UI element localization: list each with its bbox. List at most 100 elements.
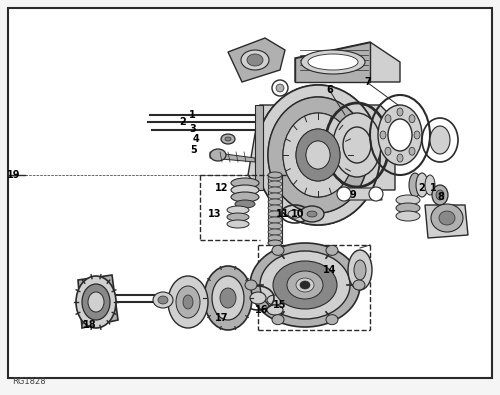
Text: 15: 15 [273, 300, 287, 310]
Polygon shape [228, 38, 285, 82]
Ellipse shape [268, 217, 282, 223]
Ellipse shape [308, 54, 358, 70]
Ellipse shape [176, 286, 200, 318]
Ellipse shape [369, 187, 383, 201]
Ellipse shape [220, 288, 236, 308]
Ellipse shape [397, 108, 403, 116]
Ellipse shape [268, 240, 282, 246]
Polygon shape [295, 42, 400, 82]
Polygon shape [78, 275, 118, 328]
Ellipse shape [268, 199, 282, 205]
Ellipse shape [183, 295, 193, 309]
Ellipse shape [210, 149, 226, 161]
Ellipse shape [300, 206, 324, 222]
Text: 7: 7 [364, 77, 372, 87]
Ellipse shape [250, 292, 266, 304]
Ellipse shape [431, 204, 463, 232]
Ellipse shape [272, 80, 288, 96]
Ellipse shape [326, 245, 338, 255]
Bar [255, 105, 263, 190]
Text: RG1828: RG1828 [12, 378, 46, 386]
Ellipse shape [268, 235, 282, 241]
Ellipse shape [439, 211, 455, 225]
Ellipse shape [326, 315, 338, 325]
Ellipse shape [283, 113, 353, 197]
Ellipse shape [288, 210, 302, 218]
Ellipse shape [300, 281, 310, 289]
Ellipse shape [76, 276, 116, 328]
Ellipse shape [268, 229, 282, 235]
Bar [268, 175, 282, 243]
Ellipse shape [430, 126, 450, 154]
Ellipse shape [414, 131, 420, 139]
Ellipse shape [268, 205, 282, 211]
Ellipse shape [436, 190, 444, 200]
Ellipse shape [245, 280, 257, 290]
Ellipse shape [227, 220, 249, 228]
Ellipse shape [256, 85, 380, 225]
Ellipse shape [268, 97, 368, 213]
Ellipse shape [307, 211, 317, 217]
Ellipse shape [247, 54, 263, 66]
Ellipse shape [283, 113, 353, 197]
Text: 14: 14 [323, 265, 337, 275]
Ellipse shape [158, 296, 168, 304]
Ellipse shape [306, 141, 330, 169]
Text: 2: 2 [418, 183, 426, 193]
Text: 6: 6 [326, 85, 334, 95]
Ellipse shape [337, 187, 351, 201]
Text: 5: 5 [190, 145, 198, 155]
Ellipse shape [268, 211, 282, 217]
Ellipse shape [409, 115, 415, 123]
Ellipse shape [276, 84, 284, 92]
Ellipse shape [396, 195, 420, 205]
Ellipse shape [353, 280, 365, 290]
Ellipse shape [296, 129, 340, 181]
Ellipse shape [267, 295, 283, 305]
Ellipse shape [409, 173, 421, 197]
Text: 13: 13 [208, 209, 222, 219]
Ellipse shape [296, 278, 314, 292]
Ellipse shape [301, 50, 365, 74]
Polygon shape [425, 205, 468, 238]
Ellipse shape [296, 129, 340, 181]
Ellipse shape [260, 251, 350, 319]
Ellipse shape [204, 266, 252, 330]
Ellipse shape [272, 315, 284, 325]
Text: 9: 9 [350, 190, 356, 200]
Ellipse shape [272, 245, 284, 255]
Text: 10: 10 [291, 209, 305, 219]
Text: 19: 19 [7, 170, 21, 180]
Ellipse shape [250, 243, 360, 327]
Text: 12: 12 [215, 183, 229, 193]
Ellipse shape [348, 250, 372, 290]
Ellipse shape [432, 185, 448, 205]
Text: 1: 1 [430, 183, 436, 193]
Text: 16: 16 [256, 305, 269, 315]
Text: 4: 4 [192, 134, 200, 144]
Ellipse shape [231, 192, 259, 202]
Text: 8: 8 [438, 192, 444, 202]
Ellipse shape [82, 284, 110, 320]
Ellipse shape [231, 178, 259, 188]
Ellipse shape [268, 97, 368, 213]
Ellipse shape [388, 119, 412, 151]
Ellipse shape [268, 172, 282, 178]
Ellipse shape [416, 173, 428, 197]
Ellipse shape [227, 206, 249, 214]
Ellipse shape [227, 213, 249, 221]
Polygon shape [295, 42, 370, 82]
Ellipse shape [385, 115, 391, 123]
Ellipse shape [287, 271, 323, 299]
Ellipse shape [212, 276, 244, 320]
Ellipse shape [268, 187, 282, 193]
Ellipse shape [268, 193, 282, 199]
Ellipse shape [268, 223, 282, 229]
Text: 17: 17 [215, 313, 229, 323]
Ellipse shape [235, 200, 255, 208]
Ellipse shape [268, 181, 282, 187]
Ellipse shape [231, 185, 259, 195]
Ellipse shape [306, 141, 330, 169]
Ellipse shape [354, 260, 366, 280]
Text: 1: 1 [188, 110, 196, 120]
